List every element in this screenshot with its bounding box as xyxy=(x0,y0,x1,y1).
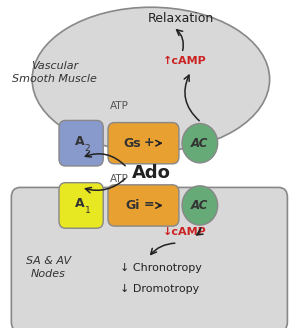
Circle shape xyxy=(182,124,218,163)
Text: AC: AC xyxy=(191,199,208,212)
Text: ATP: ATP xyxy=(110,101,129,111)
Text: A: A xyxy=(75,135,84,148)
FancyBboxPatch shape xyxy=(59,183,103,228)
Text: 1: 1 xyxy=(85,206,91,215)
Text: Ado: Ado xyxy=(131,164,170,182)
FancyBboxPatch shape xyxy=(108,185,179,226)
Circle shape xyxy=(182,186,218,225)
FancyBboxPatch shape xyxy=(59,120,103,166)
Text: ATP: ATP xyxy=(110,174,129,184)
Text: SA & AV
Nodes: SA & AV Nodes xyxy=(26,256,71,279)
FancyBboxPatch shape xyxy=(11,188,287,329)
Text: Relaxation: Relaxation xyxy=(147,12,214,25)
Ellipse shape xyxy=(32,7,270,151)
Text: A: A xyxy=(75,197,84,210)
Text: ↓ Chronotropy: ↓ Chronotropy xyxy=(120,263,202,273)
Text: Gs: Gs xyxy=(123,137,141,150)
Text: 2: 2 xyxy=(85,144,91,153)
Text: Vascular
Smooth Muscle: Vascular Smooth Muscle xyxy=(12,61,97,84)
Text: AC: AC xyxy=(191,137,208,150)
Text: ↓cAMP: ↓cAMP xyxy=(163,227,207,237)
Text: ↑cAMP: ↑cAMP xyxy=(163,56,207,66)
FancyBboxPatch shape xyxy=(108,123,179,164)
Text: =: = xyxy=(143,198,154,211)
Text: Gi: Gi xyxy=(125,199,140,212)
Text: +: + xyxy=(144,136,155,149)
Text: ↓ Dromotropy: ↓ Dromotropy xyxy=(120,284,200,294)
